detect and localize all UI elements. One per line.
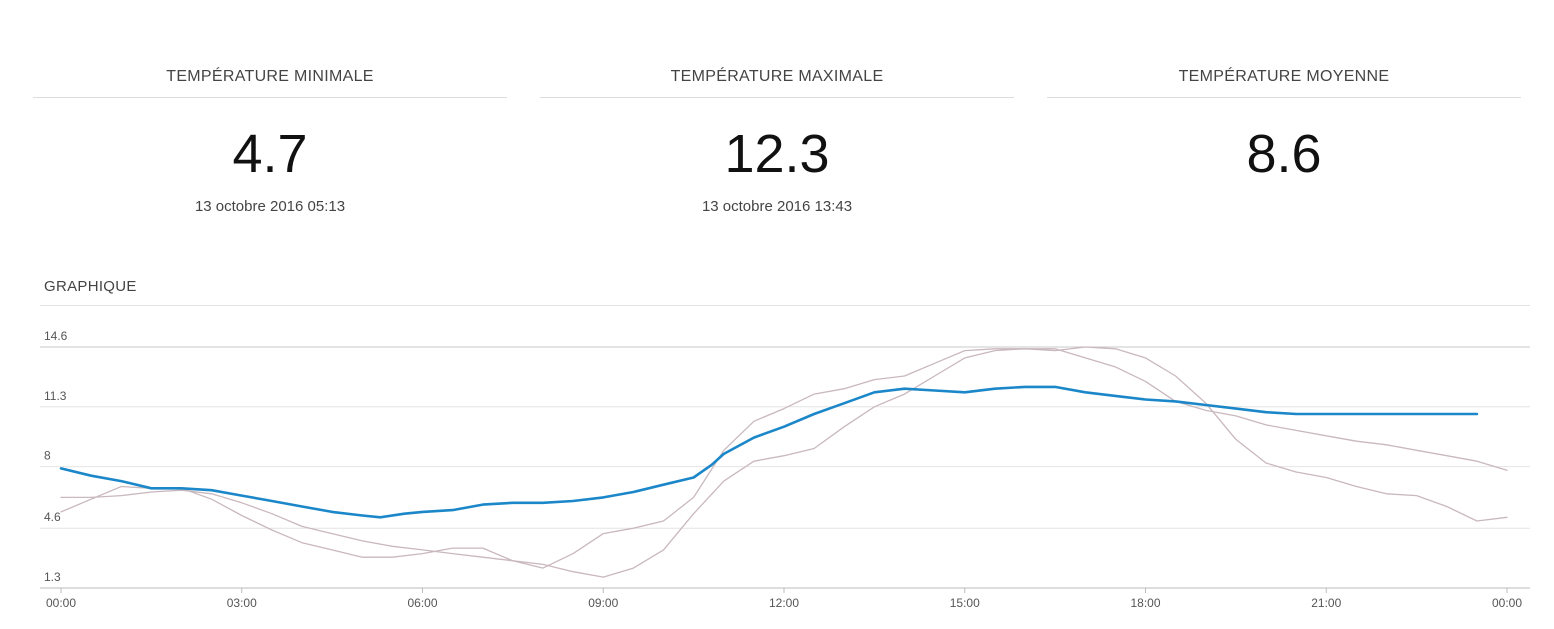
stat-card-avg: TEMPÉRATURE MOYENNE 8.6	[1047, 0, 1521, 230]
y-tick-label: 4.6	[44, 510, 61, 524]
x-tick-label: 21:00	[1311, 596, 1341, 610]
stat-title-max: TEMPÉRATURE MAXIMALE	[670, 68, 884, 85]
y-tick-label: 11.3	[44, 389, 67, 403]
y-tick-label: 1.3	[44, 570, 61, 584]
stat-card-min: TEMPÉRATURE MINIMALE 4.7 13 octobre 2016…	[33, 0, 507, 230]
x-tick-label: 15:00	[950, 596, 980, 610]
stat-divider	[540, 97, 1014, 98]
chart-title-divider	[40, 305, 1530, 306]
stat-value-avg: 8.6	[1246, 124, 1322, 184]
x-tick-label: 06:00	[407, 596, 437, 610]
x-tick-label: 00:00	[46, 596, 76, 610]
stat-date-min: 13 octobre 2016 05:13	[194, 198, 346, 215]
stat-title-min: TEMPÉRATURE MINIMALE	[166, 68, 374, 85]
y-tick-label: 8	[44, 449, 51, 463]
x-tick-label: 09:00	[588, 596, 618, 610]
series-line-1	[59, 385, 1479, 519]
y-tick-label: 14.6	[44, 329, 68, 343]
stat-divider	[1047, 97, 1521, 98]
x-tick-label: 03:00	[227, 596, 257, 610]
stat-divider	[33, 97, 507, 98]
x-tick-label: 12:00	[769, 596, 799, 610]
stat-card-max: TEMPÉRATURE MAXIMALE 12.3 13 octobre 201…	[540, 0, 1014, 230]
series-line-3	[60, 348, 1508, 569]
chart-title: GRAPHIQUE	[44, 278, 137, 295]
x-tick-label: 00:00	[1492, 596, 1522, 610]
stat-title-avg: TEMPÉRATURE MOYENNE	[1178, 68, 1390, 85]
stat-date-max: 13 octobre 2016 13:43	[701, 198, 853, 215]
series-line-2	[60, 346, 1508, 578]
x-tick-label: 18:00	[1130, 596, 1160, 610]
stat-value-max: 12.3	[724, 124, 830, 184]
stat-value-min: 4.7	[232, 124, 308, 184]
